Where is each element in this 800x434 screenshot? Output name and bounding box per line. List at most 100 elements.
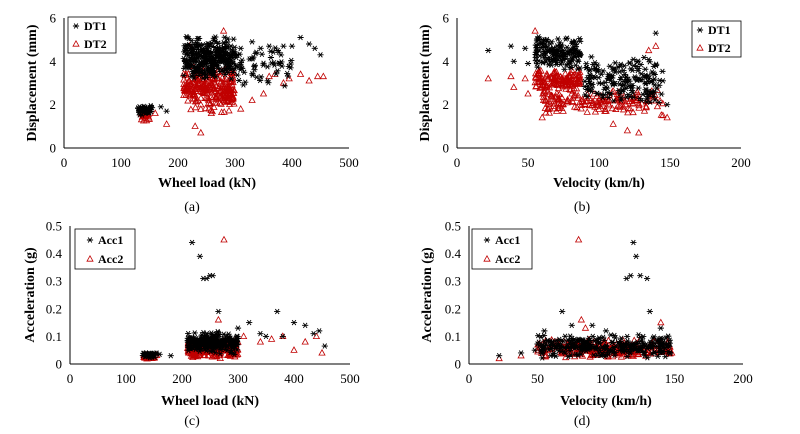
point-dt2	[554, 95, 563, 102]
point-acc1	[233, 333, 240, 340]
point-dt1	[524, 60, 532, 67]
panel-c-x-ticks: 0 100 200 300 400 500	[67, 371, 360, 386]
point-dt1	[534, 64, 541, 70]
point-dt1	[658, 91, 665, 97]
point-acc1	[274, 308, 281, 315]
legend-acc1-marker	[483, 237, 491, 243]
point-acc1	[198, 335, 206, 341]
point-acc1	[600, 334, 607, 340]
point-dt2	[220, 75, 229, 83]
point-dt2	[206, 84, 214, 91]
point-dt1	[535, 58, 542, 64]
point-dt1	[616, 68, 623, 75]
point-acc1	[142, 351, 150, 357]
point-acc2	[267, 335, 276, 342]
panel-a-y-tick-label: 0	[50, 141, 57, 156]
panel-a-x-axis-label: Wheel load (kN)	[158, 176, 256, 191]
panel-d-legend-label-2: Acc2	[495, 252, 520, 266]
point-dt2	[601, 105, 609, 112]
point-acc1	[567, 333, 574, 339]
point-dt2	[599, 94, 607, 102]
point-dt2	[609, 120, 617, 127]
panel-a-x-tick-label: 100	[111, 155, 131, 170]
panel-c-legend-label-1: Acc1	[98, 233, 123, 247]
point-dt2	[567, 69, 575, 77]
panel-c-y-tick-label: 0.1	[46, 329, 62, 344]
point-dt1	[253, 74, 260, 80]
point-acc2	[581, 324, 590, 331]
point-dt1	[563, 56, 570, 62]
point-dt2	[531, 26, 539, 34]
point-dt1	[222, 67, 229, 73]
point-dt1	[217, 68, 224, 75]
point-dt2	[539, 80, 547, 88]
point-dt1	[157, 104, 164, 110]
point-acc1	[234, 325, 242, 331]
point-dt1	[274, 47, 281, 54]
point-dt1	[602, 84, 609, 91]
point-dt1	[229, 60, 237, 66]
point-dt1	[273, 71, 280, 77]
point-dt1	[218, 53, 226, 59]
point-dt2	[562, 85, 570, 92]
panel-c-x-tick-label: 300	[228, 371, 248, 386]
point-dt2	[228, 95, 236, 103]
point-acc1	[535, 339, 542, 345]
point-acc1	[638, 337, 645, 343]
point-dt2	[180, 91, 188, 99]
point-dt2	[563, 98, 571, 106]
point-dt2	[197, 128, 205, 136]
point-acc2	[189, 351, 197, 358]
point-acc1	[539, 346, 546, 353]
point-dt2	[548, 94, 557, 102]
point-dt1	[188, 73, 195, 80]
point-dt1	[609, 82, 616, 88]
point-acc1	[568, 322, 575, 329]
point-dt1	[257, 77, 264, 84]
point-acc1	[557, 342, 564, 348]
point-dt1	[547, 59, 554, 65]
point-dt1	[581, 83, 588, 90]
point-acc1	[189, 340, 196, 347]
panel-a: 0 100 200 300 400 500 0 2 4 6 Wheel load (kN) Di…	[25, 11, 359, 216]
point-dt2	[543, 71, 552, 79]
point-acc1	[188, 239, 196, 246]
point-acc2	[617, 352, 626, 360]
point-dt1	[267, 54, 275, 61]
point-dt1	[621, 63, 628, 69]
point-dt2	[215, 99, 224, 106]
point-dt2	[577, 104, 585, 112]
point-dt2	[221, 89, 230, 97]
panel-c-legend-box	[74, 228, 136, 270]
panel-c-y-tick-label: 0.2	[46, 301, 62, 316]
point-dt2	[248, 96, 256, 103]
point-acc1	[302, 322, 309, 329]
point-acc1	[666, 350, 674, 357]
point-dt2	[640, 107, 649, 114]
point-dt2	[265, 72, 273, 80]
point-acc1	[591, 338, 598, 344]
panel-c-legend-marker-1	[86, 237, 94, 243]
point-dt2	[510, 83, 518, 90]
point-dt1	[571, 47, 578, 54]
point-dt2	[180, 86, 189, 93]
point-dt2	[543, 87, 551, 95]
point-dt2	[205, 87, 214, 94]
point-dt2	[197, 100, 205, 108]
point-dt1	[188, 37, 195, 44]
point-dt1	[593, 90, 601, 97]
panel-d-legend-marker-2	[483, 254, 491, 262]
point-acc1	[246, 319, 253, 326]
point-dt1	[543, 44, 550, 50]
point-dt1	[208, 56, 216, 63]
point-dt2	[189, 94, 197, 102]
point-acc1	[572, 342, 580, 348]
panel-a-legend-label-1: DT1	[84, 19, 107, 33]
point-acc1	[644, 275, 651, 282]
point-dt1	[194, 46, 201, 52]
panel-d-marks	[495, 235, 676, 362]
panel-b-x-tick-label: 0	[454, 155, 461, 170]
point-dt1	[209, 73, 216, 79]
point-dt1	[241, 69, 248, 76]
point-dt2	[221, 98, 229, 105]
